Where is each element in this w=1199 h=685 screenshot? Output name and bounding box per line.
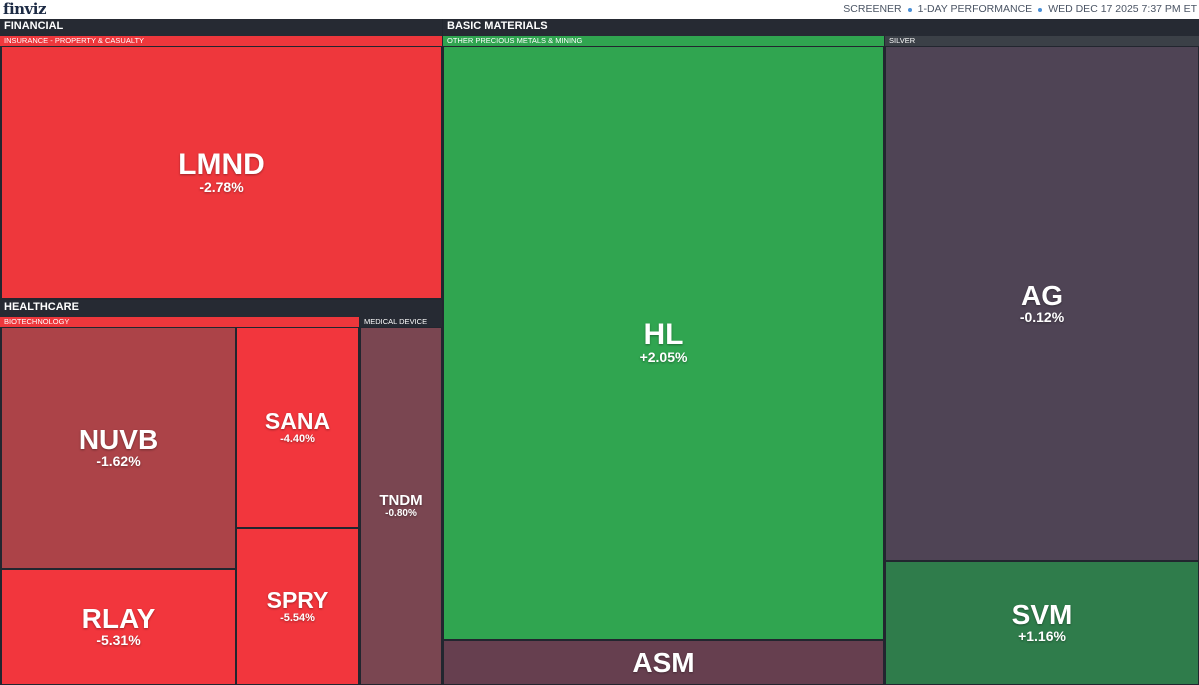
ticker-label: ASM bbox=[632, 646, 695, 678]
tile-nuvb[interactable]: NUVB -1.62% bbox=[1, 327, 236, 569]
tile-rlay[interactable]: RLAY -5.31% bbox=[1, 569, 236, 685]
sector-healthcare[interactable]: HEALTHCARE bbox=[0, 300, 442, 317]
tile-lmnd[interactable]: LMND -2.78% bbox=[1, 46, 442, 299]
tile-asm[interactable]: ASM bbox=[443, 640, 884, 685]
screener-link[interactable]: SCREENER bbox=[843, 3, 902, 15]
ticker-label: NUVB bbox=[78, 424, 159, 456]
finviz-logo[interactable]: finviz bbox=[3, 0, 47, 18]
tile-hl[interactable]: HL +2.05% bbox=[443, 46, 884, 640]
change-label: -0.80% bbox=[385, 508, 417, 519]
change-label: -0.12% bbox=[1019, 308, 1065, 325]
top-bar: finviz SCREENER 1-DAY PERFORMANCE WED DE… bbox=[0, 0, 1199, 19]
change-label: -5.54% bbox=[280, 611, 315, 624]
separator-dot-icon bbox=[1038, 7, 1043, 12]
sector-basic-materials[interactable]: BASIC MATERIALS bbox=[443, 19, 1199, 36]
tile-tndm[interactable]: TNDM -0.80% bbox=[360, 327, 442, 685]
industry-silver[interactable]: SILVER bbox=[885, 36, 1199, 46]
industry-biotechnology[interactable]: BIOTECHNOLOGY bbox=[0, 317, 359, 327]
performance-link[interactable]: 1-DAY PERFORMANCE bbox=[917, 3, 1033, 15]
separator-dot-icon bbox=[907, 7, 912, 12]
change-label: +1.16% bbox=[1018, 628, 1066, 645]
ticker-label: RLAY bbox=[81, 603, 156, 635]
industry-precious-metals[interactable]: OTHER PRECIOUS METALS & MINING bbox=[443, 36, 884, 46]
change-label: -4.40% bbox=[280, 432, 315, 445]
change-label: -2.78% bbox=[199, 178, 244, 195]
tile-svm[interactable]: SVM +1.16% bbox=[885, 561, 1199, 685]
change-label: -5.31% bbox=[96, 632, 141, 649]
ticker-label: SPRY bbox=[266, 586, 329, 613]
ticker-label: LMND bbox=[178, 147, 265, 181]
ticker-label: SANA bbox=[264, 407, 331, 434]
ticker-label: AG bbox=[1021, 279, 1063, 311]
sector-financial[interactable]: FINANCIAL bbox=[0, 19, 442, 36]
tile-sana[interactable]: SANA -4.40% bbox=[236, 327, 359, 528]
change-label: -1.62% bbox=[96, 453, 141, 470]
ticker-label: SVM bbox=[1011, 599, 1073, 631]
header-meta: SCREENER 1-DAY PERFORMANCE WED DEC 17 20… bbox=[843, 0, 1197, 19]
ticker-label: TNDM bbox=[379, 492, 423, 509]
ticker-label: HL bbox=[643, 318, 684, 352]
industry-insurance[interactable]: INSURANCE - PROPERTY & CASUALTY bbox=[0, 36, 442, 46]
industry-medical-device[interactable]: MEDICAL DEVICE bbox=[360, 317, 442, 327]
change-label: +2.05% bbox=[639, 349, 688, 366]
timestamp: WED DEC 17 2025 7:37 PM ET bbox=[1048, 3, 1197, 15]
tile-ag[interactable]: AG -0.12% bbox=[885, 46, 1199, 561]
tile-spry[interactable]: SPRY -5.54% bbox=[236, 528, 359, 685]
